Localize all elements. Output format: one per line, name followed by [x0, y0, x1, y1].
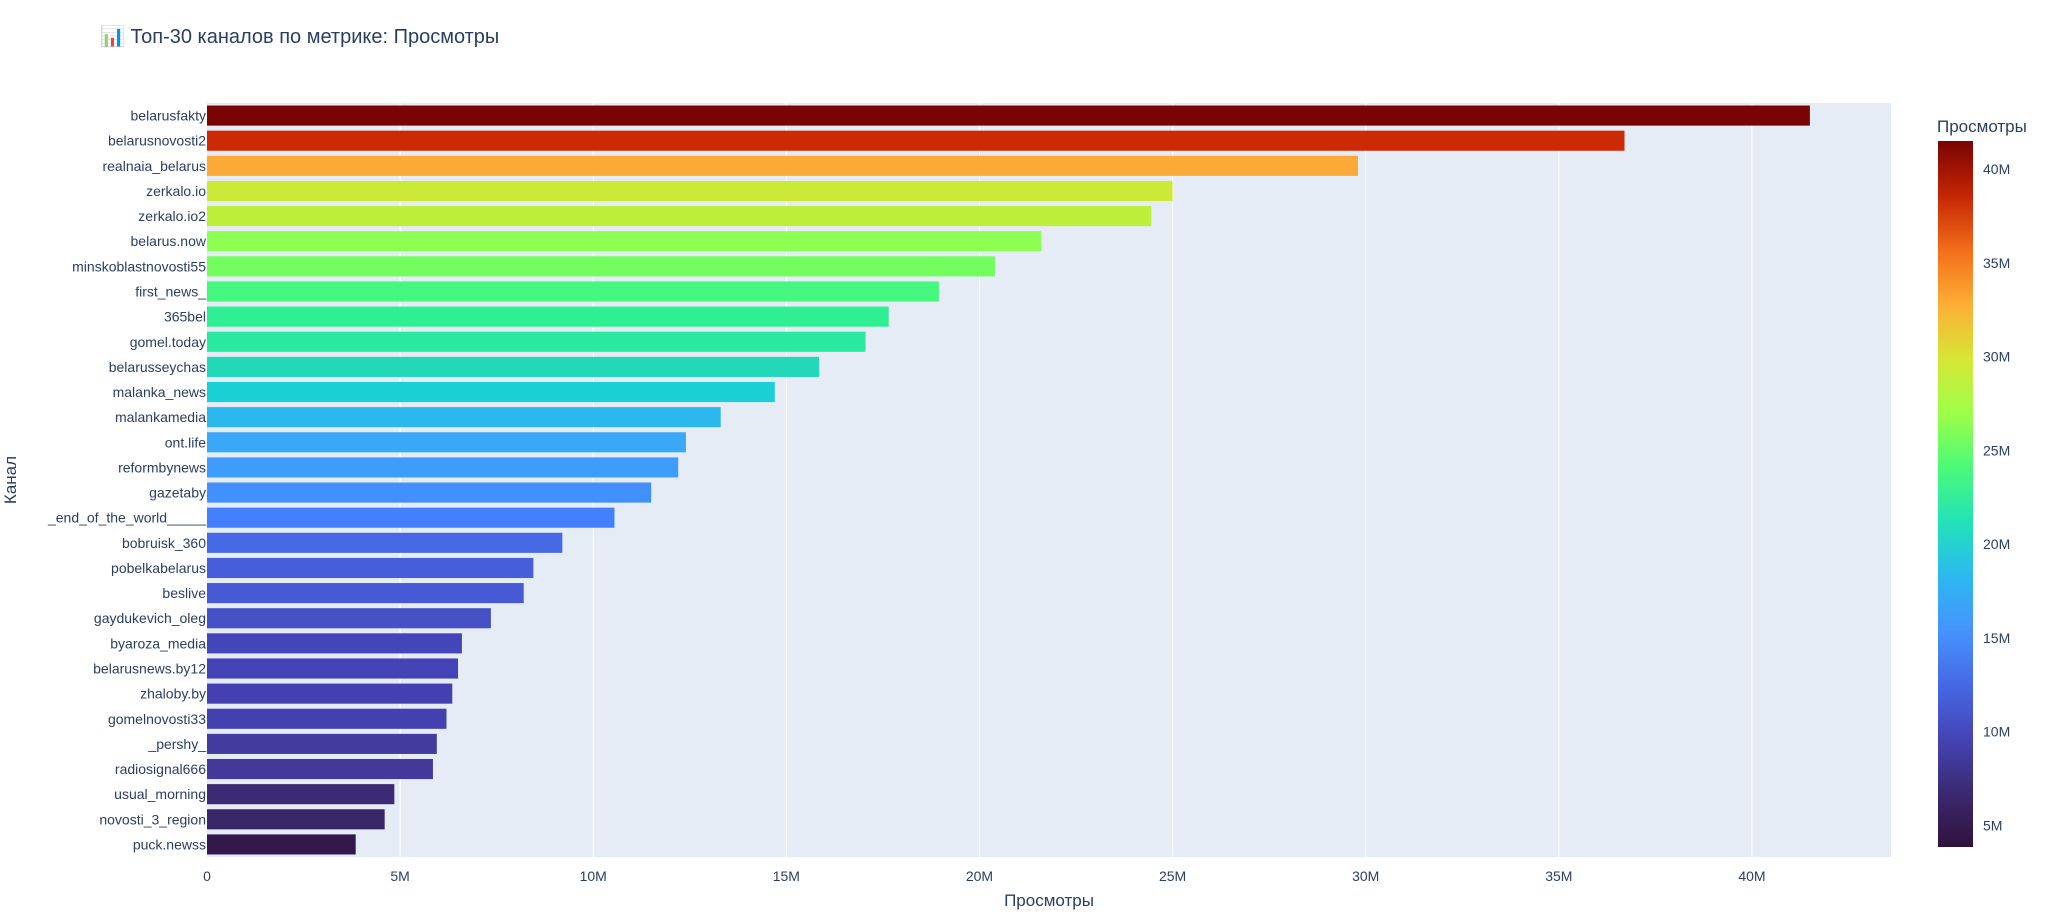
- bar-gazetaby[interactable]: [207, 482, 652, 503]
- bar-365bel[interactable]: [207, 306, 889, 327]
- colorbar-tick-label: 10M: [1983, 724, 2010, 740]
- y-tick-label: belarusnews.by12: [93, 661, 206, 677]
- x-tick-label: 35M: [1545, 868, 1572, 884]
- bar-zerkalo.io[interactable]: [207, 180, 1173, 202]
- y-tick-label: 365bel: [164, 309, 206, 325]
- bar-belarusfakty[interactable]: [207, 105, 1810, 126]
- grid-lines: [399, 103, 1753, 857]
- y-tick-label: belarusfakty: [131, 108, 206, 124]
- colorbar-tick-label: 35M: [1983, 255, 2010, 271]
- y-tick-label: reformbynews: [118, 459, 206, 475]
- x-tick-label: 25M: [1159, 868, 1186, 884]
- bar-belarusnovosti2[interactable]: [207, 130, 1625, 151]
- bar-_pershy_[interactable]: [207, 733, 437, 754]
- bar-gaydukevich_oleg[interactable]: [207, 608, 491, 629]
- x-tick-label: 0: [203, 868, 211, 884]
- colorbar: [1938, 141, 1973, 847]
- y-tick-label: bobruisk_360: [122, 535, 206, 551]
- y-tick-label: byaroza_media: [110, 635, 206, 651]
- bar-realnaia_belarus[interactable]: [207, 155, 1358, 176]
- bar-radiosignal666[interactable]: [207, 758, 433, 780]
- bar-malankamedia[interactable]: [207, 407, 721, 428]
- y-tick-label: zerkalo.io: [146, 183, 206, 199]
- bar-zerkalo.io2[interactable]: [207, 206, 1152, 227]
- y-tick-label: radiosignal666: [115, 761, 206, 777]
- bars: [207, 105, 1810, 855]
- y-tick-label: novosti_3_region: [99, 811, 206, 827]
- x-axis-title: Просмотры: [1004, 891, 1094, 910]
- bar-usual_morning[interactable]: [207, 784, 395, 805]
- bar-_end_of_the_world_____[interactable]: [207, 507, 615, 528]
- y-tick-label: gaydukevich_oleg: [94, 610, 206, 626]
- y-tick-label: zerkalo.io2: [138, 208, 206, 224]
- y-tick-label: belarusseychas: [109, 359, 206, 375]
- y-tick-label: first_news_: [135, 284, 206, 300]
- y-tick-label: malankamedia: [115, 409, 206, 425]
- bar-puck.newss[interactable]: [207, 834, 356, 855]
- bar-novosti_3_region[interactable]: [207, 809, 385, 830]
- colorbar-title: Просмотры: [1937, 117, 2027, 136]
- y-tick-label: usual_morning: [114, 786, 206, 802]
- y-tick-label: belarusnovosti2: [108, 133, 206, 149]
- bar-malanka_news[interactable]: [207, 381, 775, 403]
- y-tick-label: realnaia_belarus: [102, 158, 206, 174]
- colorbar-tick-label: 25M: [1983, 442, 2010, 458]
- colorbar-tick-label: 30M: [1983, 349, 2010, 365]
- x-tick-labels: 0 5M 10M 15M 20M 25M 30M 35M 40M: [203, 868, 1765, 884]
- colorbar-tick-label: 5M: [1983, 817, 2002, 833]
- x-tick-label: 15M: [773, 868, 800, 884]
- bar-bobruisk_360[interactable]: [207, 532, 563, 553]
- bar-byaroza_media[interactable]: [207, 633, 462, 654]
- y-tick-label: pobelkabelarus: [111, 560, 206, 576]
- bar-zhaloby.by[interactable]: [207, 683, 453, 704]
- colorbar-tick-label: 40M: [1983, 161, 2010, 177]
- x-tick-label: 40M: [1738, 868, 1765, 884]
- y-tick-label: _pershy_: [147, 736, 206, 752]
- bar-gomel.today[interactable]: [207, 331, 866, 352]
- y-tick-label: _end_of_the_world_____: [47, 510, 206, 526]
- bar-beslive[interactable]: [207, 583, 524, 604]
- y-tick-label: belarus.now: [131, 233, 207, 249]
- bar-first_news_[interactable]: [207, 281, 939, 302]
- x-tick-label: 5M: [390, 868, 409, 884]
- y-tick-label: gazetaby: [149, 485, 206, 501]
- x-tick-label: 20M: [966, 868, 993, 884]
- colorbar-ticks: 5M 10M 15M 20M 25M 30M 35M 40M: [1983, 161, 2010, 833]
- bar-gomelnovosti33[interactable]: [207, 708, 447, 729]
- y-axis-title: Канал: [1, 456, 20, 504]
- y-tick-label: beslive: [162, 585, 206, 601]
- plot-area: [207, 103, 1891, 857]
- bar-belarusseychas[interactable]: [207, 356, 820, 377]
- colorbar-tick-label: 20M: [1983, 536, 2010, 552]
- chart-title: 📊 Топ-30 каналов по метрике: Просмотры: [100, 24, 499, 48]
- bar-pobelkabelarus[interactable]: [207, 557, 534, 579]
- y-tick-label: ont.life: [165, 434, 206, 450]
- y-tick-label: gomel.today: [130, 334, 206, 350]
- y-tick-label: zhaloby.by: [140, 686, 206, 702]
- y-tick-label: puck.newss: [133, 836, 206, 852]
- y-tick-labels: belarusfakty belarusnovosti2 realnaia_bela…: [47, 108, 207, 853]
- y-tick-label: minskoblastnovosti55: [72, 258, 206, 274]
- x-tick-label: 30M: [1352, 868, 1379, 884]
- colorbar-tick-label: 15M: [1983, 630, 2010, 646]
- bar-minskoblastnovosti55[interactable]: [207, 256, 995, 277]
- bar-reformbynews[interactable]: [207, 457, 679, 478]
- y-tick-label: malanka_news: [113, 384, 206, 400]
- y-tick-label: gomelnovosti33: [108, 711, 206, 727]
- bar-belarus.now[interactable]: [207, 231, 1042, 252]
- bar-ont.life[interactable]: [207, 432, 686, 453]
- bar-belarusnews.by12[interactable]: [207, 658, 459, 679]
- x-tick-label: 10M: [580, 868, 607, 884]
